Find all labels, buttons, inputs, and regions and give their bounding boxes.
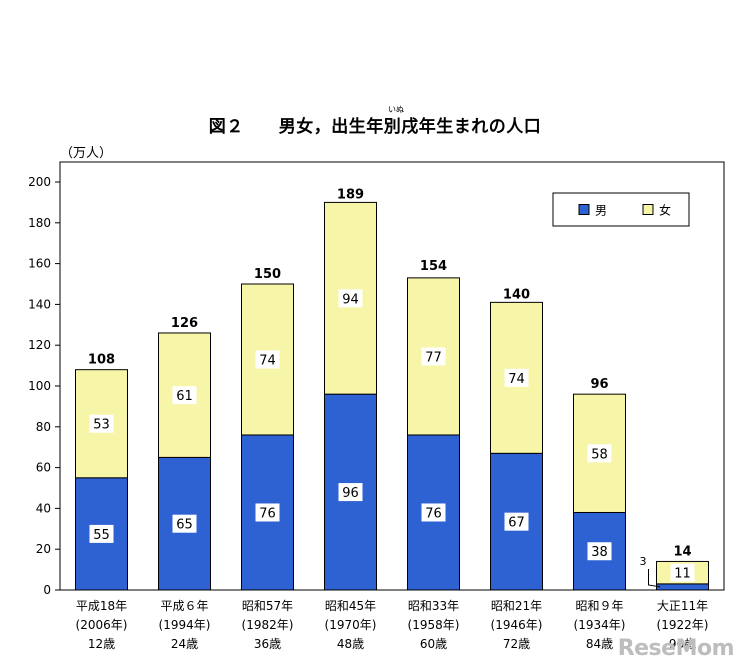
x-tick-label: 昭和57年 [242, 599, 293, 613]
x-tick-label: 48歳 [337, 637, 364, 651]
x-tick-label: (1946年) [491, 618, 543, 632]
data-label: 74 [259, 353, 276, 368]
data-label: 38 [591, 545, 608, 560]
x-tick-label: 72歳 [503, 637, 530, 651]
data-label: 76 [259, 506, 276, 521]
x-tick-label: 36歳 [254, 637, 281, 651]
total-label: 108 [88, 353, 115, 368]
x-tick-label: 昭和33年 [408, 599, 459, 613]
x-tick-label: 84歳 [586, 637, 613, 651]
data-label-bg [421, 347, 446, 366]
y-tick-label: 120 [28, 338, 51, 352]
data-label-bg [338, 483, 363, 502]
data-label-bg [421, 503, 446, 522]
data-label-bg [172, 386, 197, 405]
data-label-bg [587, 444, 612, 463]
total-label: 140 [503, 287, 530, 302]
legend: 男女 [552, 192, 690, 227]
data-label: 96 [342, 486, 359, 501]
leader-line [648, 568, 661, 588]
data-label-bg [255, 350, 280, 369]
y-tick-label: 100 [28, 379, 51, 393]
y-tick-label: 160 [28, 257, 51, 271]
data-label: 11 [674, 567, 691, 582]
total-label: 189 [337, 187, 364, 202]
y-unit-label: （万人） [60, 146, 113, 161]
y-tick-label: 0 [43, 583, 51, 597]
x-tick-label: 昭和９年 [575, 599, 623, 613]
data-label: 53 [93, 418, 110, 433]
x-tick-label: 昭和45年 [325, 599, 376, 613]
y-tick-label: 20 [36, 542, 51, 556]
total-label: 126 [171, 316, 198, 331]
data-label: 65 [176, 518, 193, 533]
title-ruby: いぬ [388, 105, 404, 114]
data-label-bg [504, 512, 529, 531]
x-tick-label: 24歳 [171, 637, 198, 651]
data-label: 58 [591, 447, 608, 462]
data-label: 77 [425, 350, 442, 365]
data-label-bg [504, 368, 529, 387]
y-tick-label: 80 [36, 420, 51, 434]
x-tick-label: 平成６年 [160, 599, 208, 613]
x-tick-label: 60歳 [420, 637, 447, 651]
bar-segment [573, 511, 626, 591]
legend-box [552, 192, 690, 227]
x-tick-label: (1970年) [325, 618, 377, 632]
data-label: 61 [176, 389, 193, 404]
total-label: 150 [254, 267, 281, 282]
data-label: 55 [93, 528, 110, 543]
data-label-bg [89, 524, 114, 543]
x-tick-label: (2006年) [76, 618, 128, 632]
x-tick-label: 12歳 [88, 637, 115, 651]
data-label-bg [670, 563, 695, 582]
legend-swatch [578, 204, 590, 215]
chart-title: 図２ 男女，出生年別戌年生まれの人口 [208, 117, 542, 137]
bar-segment [656, 583, 709, 591]
y-tick-label: 200 [28, 175, 51, 189]
x-tick-label: 昭和21年 [491, 599, 542, 613]
x-axis: 平成18年 (2006年) 12歳 平成６年 (1994年) 24歳 昭和57年 (1982年… [76, 599, 709, 651]
x-tick-label: 96歳 [669, 637, 696, 651]
data-label-bg [89, 414, 114, 433]
data-label-bg [587, 542, 612, 561]
data-label-bg [255, 503, 280, 522]
y-tick-label: 140 [28, 297, 51, 311]
x-tick-label: (1982年) [242, 618, 294, 632]
x-tick-label: (1958年) [408, 618, 460, 632]
y-axis: 0 20 40 60 80 100 120 140 160 180 200 [28, 175, 60, 597]
data-label: 74 [508, 372, 525, 387]
x-tick-label: 平成18年 [76, 599, 127, 613]
legend-label: 女 [659, 203, 671, 218]
data-label: 94 [342, 292, 359, 307]
y-tick-label: 60 [36, 461, 51, 475]
legend-swatch [642, 204, 654, 215]
data-label-bg [172, 514, 197, 533]
x-tick-label: 大正11年 [657, 599, 708, 613]
data-label-bg [338, 289, 363, 308]
data-label: 67 [508, 516, 525, 531]
total-label: 96 [590, 377, 608, 392]
data-label: 3 [640, 555, 647, 568]
x-tick-label: (1922年) [657, 618, 709, 632]
total-label: 14 [673, 544, 691, 559]
data-label: 76 [425, 506, 442, 521]
x-tick-label: (1934年) [574, 618, 626, 632]
y-tick-label: 40 [36, 501, 51, 515]
y-tick-label: 180 [28, 216, 51, 230]
legend-label: 男 [595, 204, 607, 218]
total-label: 154 [420, 259, 447, 274]
bars: 55 53 108 65 61 126 76 74 150 96 94 189 76 77 154 67 74 1… [75, 187, 709, 591]
watermark-logo: ReseMom [617, 636, 735, 661]
x-tick-label: (1994年) [159, 618, 211, 632]
